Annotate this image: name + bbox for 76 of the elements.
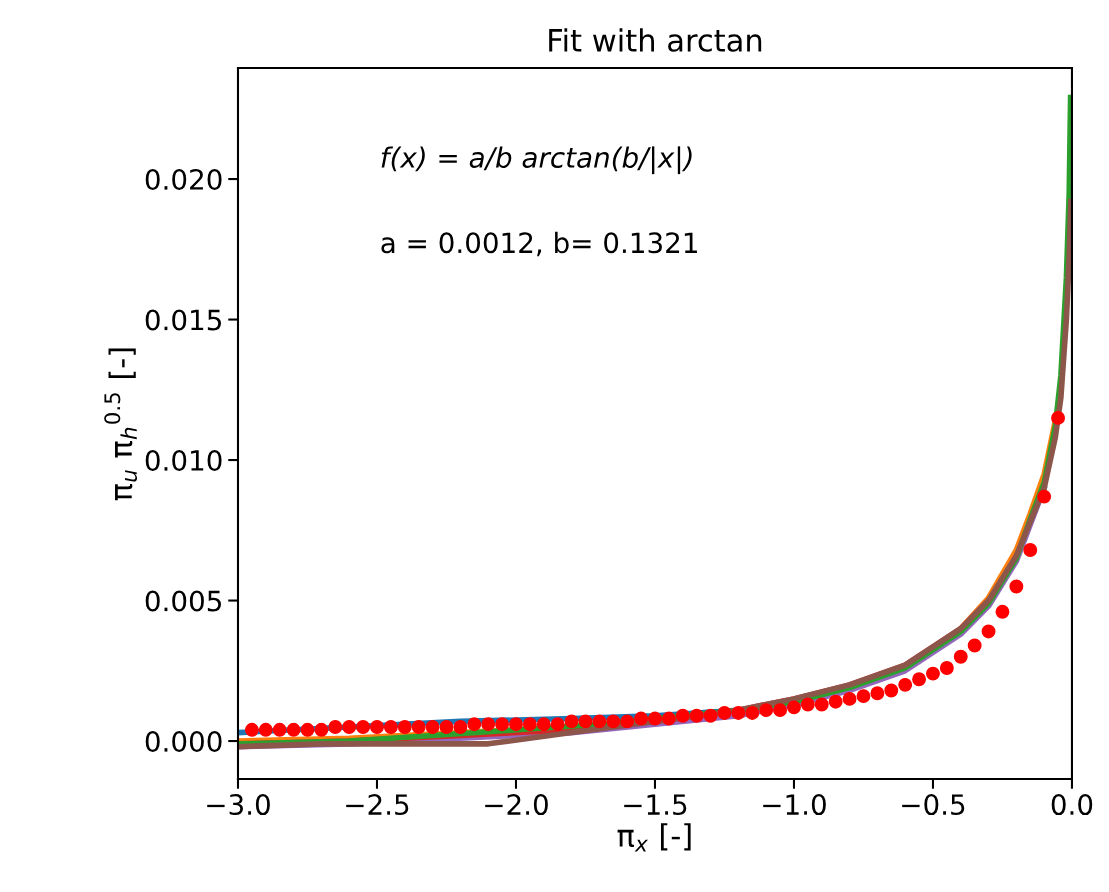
point <box>258 722 273 737</box>
point <box>1023 543 1038 557</box>
point <box>356 720 371 734</box>
point <box>675 708 690 723</box>
point <box>300 722 315 737</box>
point <box>884 683 899 698</box>
x-tick-label: 0.0 <box>1051 794 1093 816</box>
point <box>550 717 565 732</box>
x-tick-label: −3.0 <box>207 794 270 816</box>
y-tick-label: 0.010 <box>145 449 222 471</box>
point <box>522 717 537 732</box>
point <box>939 661 954 675</box>
point <box>898 677 913 692</box>
y-tick-label: 0.020 <box>145 168 222 190</box>
point <box>453 720 468 734</box>
point <box>648 711 662 726</box>
annotation: a = 0.0012, b= 0.1321 <box>381 231 697 257</box>
point <box>244 722 259 737</box>
point <box>800 697 815 712</box>
point <box>842 691 857 706</box>
point <box>1051 410 1066 425</box>
x-tick-label: −1.5 <box>624 794 687 816</box>
point <box>439 720 454 734</box>
x-tick-label: −2.5 <box>346 794 409 816</box>
point <box>314 722 329 737</box>
point <box>1037 489 1052 504</box>
y-tick-label: 0.015 <box>145 309 221 331</box>
point <box>425 720 440 734</box>
point <box>689 708 704 723</box>
point <box>981 624 996 639</box>
point <box>342 720 357 734</box>
y-tick-label: 0.000 <box>145 730 222 752</box>
x-tick-label: −2.0 <box>485 794 548 816</box>
point <box>995 604 1010 619</box>
point <box>328 720 343 734</box>
point <box>717 706 732 720</box>
point <box>814 697 829 712</box>
point <box>495 717 510 732</box>
point <box>634 711 649 726</box>
x-tick-label: −0.5 <box>902 794 965 816</box>
point <box>467 717 482 732</box>
point <box>787 700 801 715</box>
point <box>828 694 843 709</box>
point <box>953 649 968 664</box>
point <box>1009 579 1024 594</box>
y-axis-title: π$_{u}$ π$_{h}$$^{0.5}$ [-] <box>104 348 138 501</box>
point <box>564 714 579 729</box>
chart-title: Fit with arctan <box>549 28 762 52</box>
point <box>773 703 788 718</box>
point <box>620 714 635 729</box>
point <box>759 703 774 718</box>
x-tick-label: −1.0 <box>763 794 826 816</box>
point <box>272 722 287 737</box>
point <box>661 711 676 726</box>
annotation: f(x) = a/b arctan(b/|x|) <box>381 146 692 175</box>
point <box>383 720 398 734</box>
point <box>606 714 621 729</box>
point <box>509 717 523 732</box>
x-axis-title: π$_{x}$ [-] <box>617 823 691 852</box>
point <box>397 720 412 734</box>
point <box>703 708 718 723</box>
point <box>370 720 384 734</box>
point <box>967 638 982 653</box>
point <box>578 714 593 729</box>
point <box>745 706 760 720</box>
point <box>536 717 551 732</box>
point <box>870 686 885 701</box>
point <box>481 717 496 732</box>
y-tick-label: 0.005 <box>145 590 221 612</box>
point <box>856 689 871 704</box>
point <box>731 706 746 720</box>
point <box>912 672 927 687</box>
point <box>286 722 301 737</box>
point <box>411 720 426 734</box>
point <box>592 714 607 729</box>
point <box>926 666 940 681</box>
